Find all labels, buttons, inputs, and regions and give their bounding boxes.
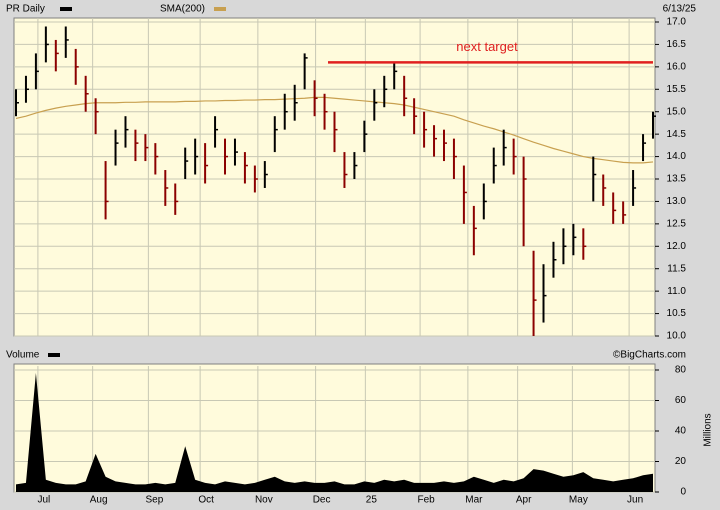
- y-tick-label: 80: [675, 365, 687, 376]
- sma-line: [15, 96, 654, 164]
- y-tick-label: 60: [675, 395, 687, 406]
- legend-swatch: [48, 353, 60, 357]
- x-tick-label: Jul: [37, 495, 50, 506]
- credit: ©BigCharts.com: [613, 350, 686, 361]
- legend-swatch: [214, 7, 226, 11]
- x-tick-label: Nov: [255, 495, 273, 506]
- price-panel: [13, 17, 656, 337]
- legend-price: PR Daily: [6, 4, 45, 15]
- y-tick-label: 15.5: [667, 84, 687, 95]
- y-tick-label: 16.5: [667, 39, 687, 50]
- y-tick-label: 11.5: [667, 263, 686, 274]
- x-tick-label: Sep: [145, 495, 163, 506]
- x-tick-label: 25: [366, 495, 378, 506]
- y-tick-label: 14.5: [667, 129, 687, 140]
- legend-sma: SMA(200): [160, 4, 205, 15]
- volume-panel: [13, 363, 656, 493]
- x-tick-label: Mar: [465, 495, 483, 506]
- date-label: 6/13/25: [663, 4, 697, 15]
- y-tick-label: 15.0: [667, 106, 687, 117]
- y-tick-label: 13.0: [667, 196, 687, 207]
- x-tick-label: Oct: [198, 495, 214, 506]
- target-label: next target: [456, 39, 518, 54]
- y-tick-label: 10.5: [667, 308, 687, 319]
- x-tick-label: Feb: [417, 495, 435, 506]
- y-tick-label: 20: [675, 456, 687, 467]
- y-tick-label: 17.0: [667, 17, 687, 28]
- volume-area: [16, 373, 653, 492]
- y-tick-label: 12.0: [667, 241, 687, 252]
- y-tick-label: 12.5: [667, 218, 687, 229]
- y-tick-label: 11.0: [667, 286, 686, 297]
- x-tick-label: Apr: [516, 495, 532, 506]
- y-tick-label: 16.0: [667, 61, 687, 72]
- y-tick-label: 0: [680, 487, 686, 498]
- x-tick-label: May: [569, 495, 588, 506]
- x-tick-label: Dec: [313, 495, 331, 506]
- x-tick-label: Jun: [627, 495, 643, 506]
- y-tick-label: 10.0: [667, 331, 687, 342]
- y-tick-label: 40: [675, 426, 687, 437]
- y-axis-label: Millions: [703, 413, 714, 446]
- legend-swatch: [60, 7, 72, 11]
- y-tick-label: 13.5: [667, 174, 687, 185]
- x-tick-label: Aug: [90, 495, 108, 506]
- volume-title: Volume: [6, 350, 40, 361]
- y-tick-label: 14.0: [667, 151, 687, 162]
